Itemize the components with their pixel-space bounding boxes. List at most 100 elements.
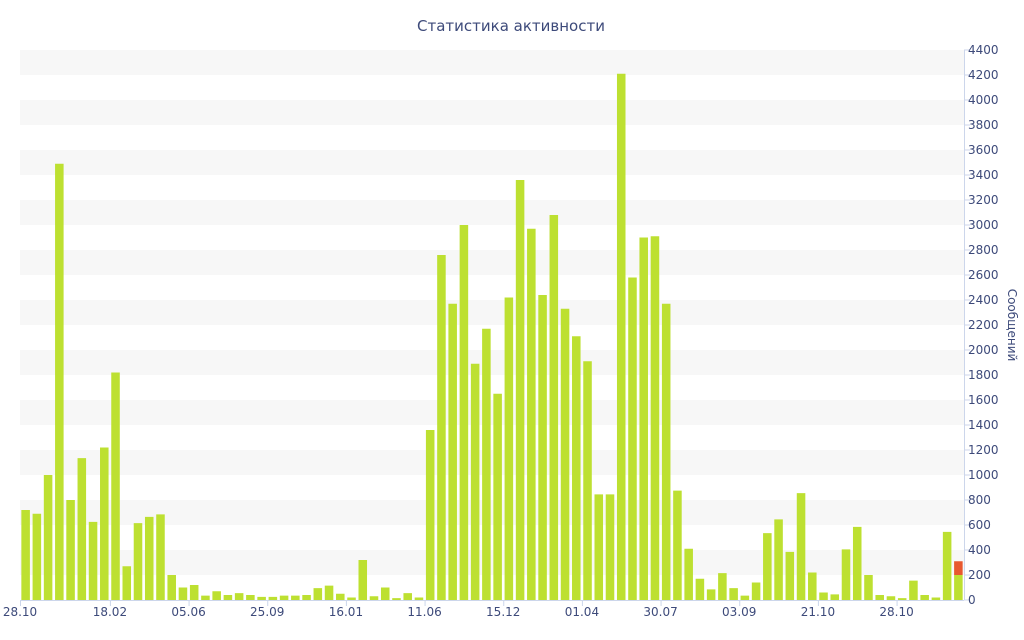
y-tick-label: 0 <box>968 593 976 607</box>
bar[interactable] <box>796 493 806 601</box>
bar[interactable] <box>886 596 896 600</box>
bar[interactable] <box>774 519 783 601</box>
grid-band <box>20 550 964 575</box>
bar[interactable] <box>32 513 42 600</box>
bar[interactable] <box>864 575 873 600</box>
bar[interactable] <box>122 566 132 600</box>
bar[interactable] <box>100 447 109 601</box>
bar[interactable] <box>189 585 199 600</box>
bar[interactable] <box>583 361 592 600</box>
bar[interactable] <box>504 297 514 601</box>
grid-band <box>20 450 964 475</box>
bar[interactable] <box>324 585 334 601</box>
grid-band <box>20 150 964 175</box>
bar[interactable] <box>493 393 502 600</box>
bar[interactable] <box>819 592 828 601</box>
bar[interactable] <box>302 595 311 600</box>
bar[interactable] <box>718 573 727 601</box>
bar[interactable] <box>605 494 615 601</box>
bar[interactable] <box>909 580 918 601</box>
bar[interactable] <box>515 180 525 600</box>
bar[interactable] <box>178 587 188 601</box>
bar[interactable] <box>313 588 323 601</box>
bar[interactable] <box>470 363 480 600</box>
bar[interactable] <box>538 295 547 600</box>
bar[interactable] <box>448 303 457 600</box>
bar[interactable] <box>268 596 278 601</box>
bar[interactable] <box>21 510 30 600</box>
bar[interactable] <box>111 372 120 601</box>
bar[interactable] <box>369 596 379 600</box>
bar[interactable] <box>684 548 693 600</box>
bar-highlight[interactable] <box>954 561 963 575</box>
bar[interactable] <box>77 458 87 601</box>
bar[interactable] <box>706 589 716 601</box>
bar[interactable] <box>358 560 368 600</box>
y-tick-label: 1400 <box>968 418 999 432</box>
bar[interactable] <box>942 531 952 601</box>
bar[interactable] <box>223 595 233 600</box>
bar[interactable] <box>201 595 210 601</box>
x-tick-label: 28.10 <box>3 605 37 619</box>
bar[interactable] <box>414 597 424 601</box>
bar[interactable] <box>661 303 671 600</box>
bar[interactable] <box>572 336 581 600</box>
bar[interactable] <box>88 521 98 601</box>
bar[interactable] <box>347 597 356 601</box>
bar[interactable] <box>650 236 660 600</box>
bar[interactable] <box>549 215 559 600</box>
bar[interactable] <box>144 516 154 601</box>
bar[interactable] <box>920 595 929 600</box>
bar[interactable] <box>931 597 941 601</box>
bar[interactable] <box>437 255 446 600</box>
grid-band <box>20 500 964 525</box>
bar[interactable] <box>279 595 289 601</box>
bar[interactable] <box>897 598 907 601</box>
grid-band <box>20 400 964 425</box>
bar[interactable] <box>133 523 143 601</box>
y-axis-title: Сообщений <box>1005 289 1019 362</box>
bar[interactable] <box>763 533 772 601</box>
bar[interactable] <box>560 308 570 600</box>
bar[interactable] <box>167 575 176 600</box>
bar[interactable] <box>954 575 963 600</box>
bar[interactable] <box>459 225 469 600</box>
bar[interactable] <box>740 595 750 601</box>
bar[interactable] <box>156 514 165 601</box>
grid-band <box>20 300 964 325</box>
bar[interactable] <box>392 598 401 601</box>
bar[interactable] <box>841 549 851 601</box>
bar[interactable] <box>425 430 435 600</box>
bar[interactable] <box>639 237 648 601</box>
grid-band <box>20 250 964 275</box>
bar[interactable] <box>403 593 412 601</box>
bar[interactable] <box>336 593 345 600</box>
x-tick-label: 01.04 <box>565 605 599 619</box>
bar[interactable] <box>616 73 626 600</box>
bar[interactable] <box>212 591 221 600</box>
bar[interactable] <box>751 582 761 601</box>
bar[interactable] <box>875 595 884 600</box>
bar[interactable] <box>673 490 682 601</box>
bar[interactable] <box>628 277 637 601</box>
bar[interactable] <box>808 572 817 601</box>
bar[interactable] <box>234 593 244 601</box>
y-tick-label: 2400 <box>968 293 999 307</box>
bar[interactable] <box>482 328 491 600</box>
bar[interactable] <box>594 494 604 601</box>
bar[interactable] <box>830 594 840 601</box>
bar[interactable] <box>852 526 862 601</box>
bar[interactable] <box>257 596 266 601</box>
bar[interactable] <box>380 587 390 601</box>
bar[interactable] <box>785 551 795 601</box>
bar[interactable] <box>729 588 738 601</box>
bar[interactable] <box>291 595 300 601</box>
bar[interactable] <box>55 163 64 600</box>
bar[interactable] <box>43 475 53 600</box>
bar[interactable] <box>66 500 75 600</box>
bar[interactable] <box>246 595 255 600</box>
grid-band <box>20 350 964 375</box>
bar[interactable] <box>695 578 705 600</box>
bar[interactable] <box>527 228 536 600</box>
